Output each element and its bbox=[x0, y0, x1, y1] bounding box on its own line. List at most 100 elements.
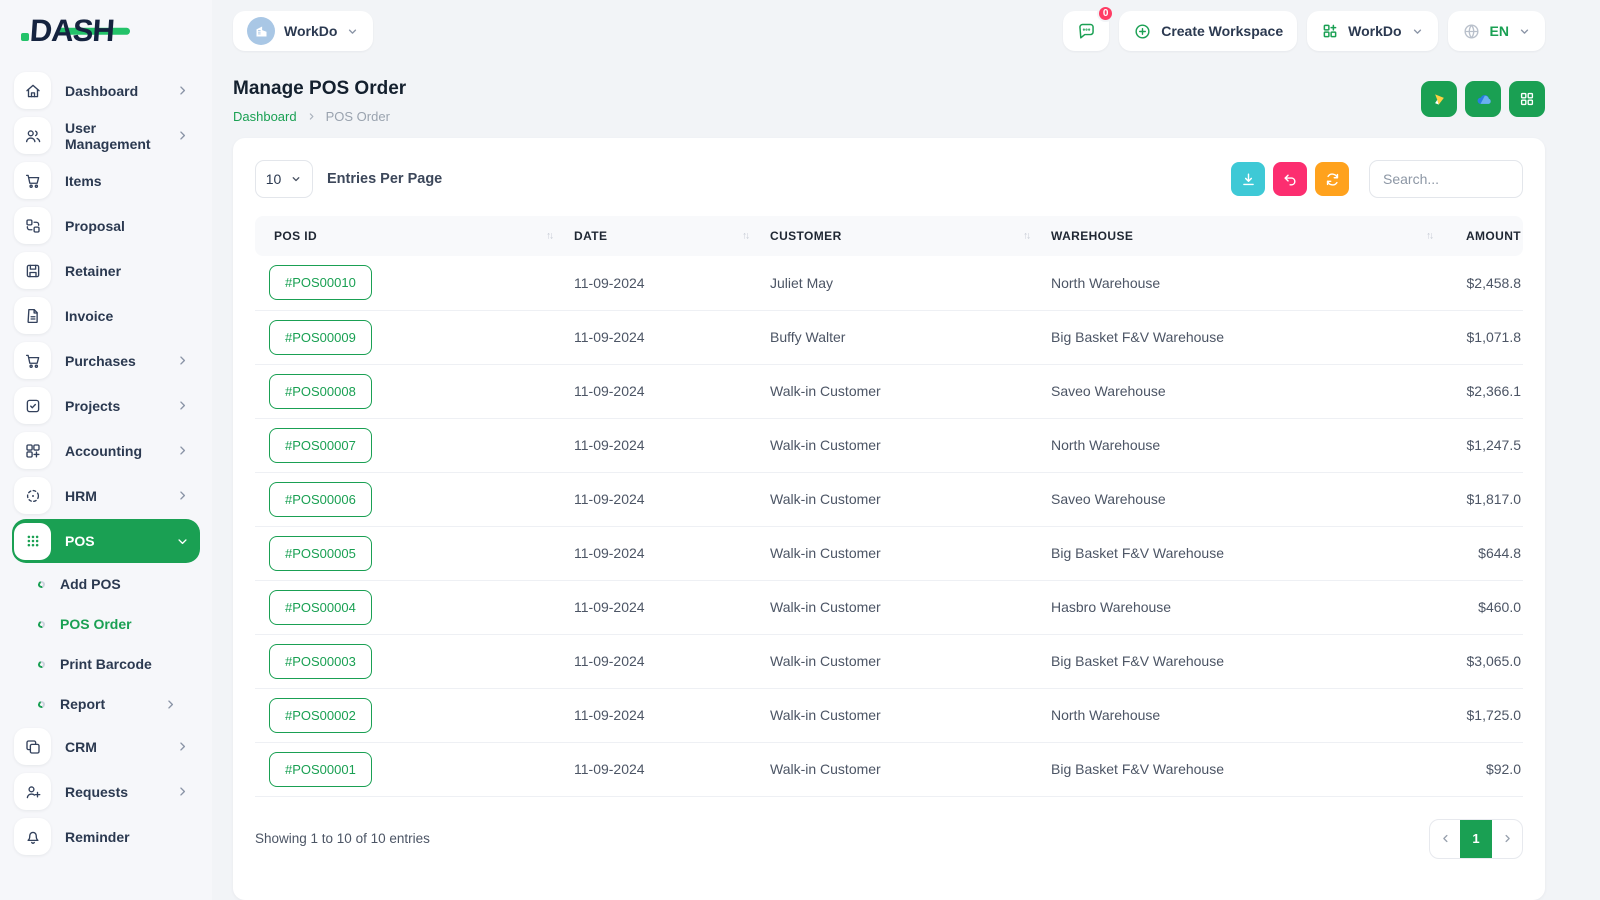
sidebar-item-requests[interactable]: Requests bbox=[12, 769, 200, 814]
create-workspace-button[interactable]: Create Workspace bbox=[1119, 11, 1298, 51]
customer-cell: Walk-in Customer bbox=[756, 526, 1037, 581]
brand-logo[interactable]: DASH bbox=[21, 13, 130, 49]
sidebar-item-add-pos[interactable]: Add POS bbox=[12, 564, 200, 604]
amount-cell: $1,725.0 bbox=[1440, 688, 1523, 743]
chevron-right-icon bbox=[175, 488, 190, 503]
table-row: #POS00008 11-09-2024 Walk-in Customer Sa… bbox=[255, 364, 1523, 419]
workspace-switcher[interactable]: WorkDo bbox=[1307, 11, 1438, 51]
chevron-right-icon bbox=[175, 739, 190, 754]
pos-order-table: POS ID DATE CUSTOMER WAREHOUSE AMOUNT #P… bbox=[255, 216, 1523, 797]
workspace-selector[interactable]: WorkDo bbox=[233, 11, 374, 51]
pos-id-button[interactable]: #POS00006 bbox=[269, 481, 372, 517]
sidebar-item-accounting[interactable]: Accounting bbox=[12, 428, 200, 473]
sidebar-item-items[interactable]: Items bbox=[12, 158, 200, 203]
breadcrumb-current: POS Order bbox=[325, 109, 390, 124]
sidebar-subitem-label: Add POS bbox=[60, 576, 121, 592]
pos-id-button[interactable]: #POS00003 bbox=[269, 643, 372, 679]
bell-icon bbox=[14, 818, 51, 855]
google-drive-export-button[interactable] bbox=[1421, 81, 1457, 117]
sidebar-item-label: Purchases bbox=[65, 352, 136, 369]
pos-id-button[interactable]: #POS00005 bbox=[269, 535, 372, 571]
sidebar-item-retainer[interactable]: Retainer bbox=[12, 248, 200, 293]
warehouse-cell: Hasbro Warehouse bbox=[1037, 580, 1440, 635]
messages-button[interactable]: 0 bbox=[1063, 5, 1115, 51]
undo-button[interactable] bbox=[1273, 162, 1307, 196]
home-icon bbox=[14, 72, 51, 109]
page-title: Manage POS Order bbox=[233, 78, 407, 99]
sidebar-item-invoice[interactable]: Invoice bbox=[12, 293, 200, 338]
sidebar-item-proposal[interactable]: Proposal bbox=[12, 203, 200, 248]
breadcrumb-dashboard-link[interactable]: Dashboard bbox=[233, 109, 297, 124]
logo-text: DASH bbox=[28, 13, 116, 48]
date-cell: 11-09-2024 bbox=[560, 310, 756, 365]
swap-grid-icon bbox=[14, 207, 51, 244]
sort-icon[interactable] bbox=[546, 231, 552, 242]
sort-icon[interactable] bbox=[1426, 231, 1432, 242]
sidebar-item-label: HRM bbox=[65, 487, 97, 504]
sidebar-item-pos[interactable]: POS bbox=[12, 519, 200, 563]
google-drive-icon bbox=[1430, 90, 1449, 109]
create-workspace-label: Create Workspace bbox=[1161, 23, 1284, 39]
sort-icon[interactable] bbox=[1023, 231, 1029, 242]
cart-icon bbox=[14, 162, 51, 199]
chevron-right-icon bbox=[1504, 834, 1510, 843]
download-icon bbox=[1242, 172, 1254, 185]
column-header-warehouse[interactable]: WAREHOUSE bbox=[1037, 216, 1440, 256]
column-header-customer[interactable]: CUSTOMER bbox=[756, 216, 1037, 256]
sort-icon[interactable] bbox=[742, 231, 748, 242]
sidebar-item-report[interactable]: Report bbox=[12, 684, 200, 724]
warehouse-cell: North Warehouse bbox=[1037, 256, 1440, 311]
sidebar-item-projects[interactable]: Projects bbox=[12, 383, 200, 428]
column-header-amount[interactable]: AMOUNT bbox=[1465, 229, 1521, 243]
chevron-down-icon bbox=[292, 177, 300, 182]
column-header-pos-id[interactable]: POS ID bbox=[255, 216, 560, 256]
sidebar-item-crm[interactable]: CRM bbox=[12, 724, 200, 769]
refresh-button[interactable] bbox=[1315, 162, 1349, 196]
sidebar-item-pos-order[interactable]: POS Order bbox=[12, 604, 200, 644]
amount-cell: $644.8 bbox=[1440, 526, 1523, 581]
sidebar-item-print-barcode[interactable]: Print Barcode bbox=[12, 644, 200, 684]
pos-id-button[interactable]: #POS00002 bbox=[269, 697, 372, 733]
sidebar-item-label: POS bbox=[65, 533, 95, 549]
pos-id-button[interactable]: #POS00008 bbox=[269, 373, 372, 409]
entries-per-page-select[interactable]: 10 bbox=[255, 160, 313, 198]
undo-icon bbox=[1283, 174, 1295, 186]
sidebar-item-dashboard[interactable]: Dashboard bbox=[12, 68, 200, 113]
next-page-button[interactable] bbox=[1492, 820, 1522, 858]
sidebar-item-user-management[interactable]: User Management bbox=[12, 113, 200, 158]
page-number-button[interactable]: 1 bbox=[1460, 819, 1492, 858]
grid-view-button[interactable] bbox=[1509, 81, 1545, 117]
amount-cell: $3,065.0 bbox=[1440, 634, 1523, 689]
export-button[interactable] bbox=[1231, 162, 1265, 196]
pos-id-button[interactable]: #POS00009 bbox=[269, 319, 372, 355]
previous-page-button[interactable] bbox=[1430, 820, 1460, 858]
sidebar-item-label: Items bbox=[65, 172, 102, 189]
date-cell: 11-09-2024 bbox=[560, 688, 756, 743]
onedrive-export-button[interactable] bbox=[1465, 81, 1501, 117]
language-selector[interactable]: EN bbox=[1447, 11, 1545, 51]
customer-cell: Walk-in Customer bbox=[756, 688, 1037, 743]
table-footer: Showing 1 to 10 of 10 entries 1 bbox=[255, 818, 1523, 859]
table-row: #POS00006 11-09-2024 Walk-in Customer Sa… bbox=[255, 472, 1523, 527]
sidebar-item-label: Retainer bbox=[65, 262, 122, 279]
date-cell: 11-09-2024 bbox=[560, 418, 756, 473]
chevron-right-icon bbox=[175, 784, 190, 799]
pos-id-button[interactable]: #POS00004 bbox=[269, 589, 372, 625]
pos-order-card: 10 Entries Per Page bbox=[233, 138, 1545, 900]
sidebar-item-hrm[interactable]: HRM bbox=[12, 473, 200, 518]
chevron-left-icon bbox=[1442, 834, 1448, 843]
pos-id-button[interactable]: #POS00001 bbox=[269, 751, 372, 787]
search-input[interactable] bbox=[1369, 160, 1523, 198]
sidebar-item-reminder[interactable]: Reminder bbox=[12, 814, 200, 859]
warehouse-cell: Big Basket F&V Warehouse bbox=[1037, 526, 1440, 581]
pos-id-button[interactable]: #POS00007 bbox=[269, 427, 372, 463]
sidebar-item-purchases[interactable]: Purchases bbox=[12, 338, 200, 383]
sidebar-subitem-label: Print Barcode bbox=[60, 656, 152, 672]
column-header-date[interactable]: DATE bbox=[560, 216, 756, 256]
amount-cell: $92.0 bbox=[1440, 742, 1523, 797]
customer-cell: Juliet May bbox=[756, 256, 1037, 311]
pos-id-button[interactable]: #POS00010 bbox=[269, 265, 372, 301]
chevron-down-icon bbox=[175, 534, 190, 549]
date-cell: 11-09-2024 bbox=[560, 364, 756, 419]
date-cell: 11-09-2024 bbox=[560, 580, 756, 635]
